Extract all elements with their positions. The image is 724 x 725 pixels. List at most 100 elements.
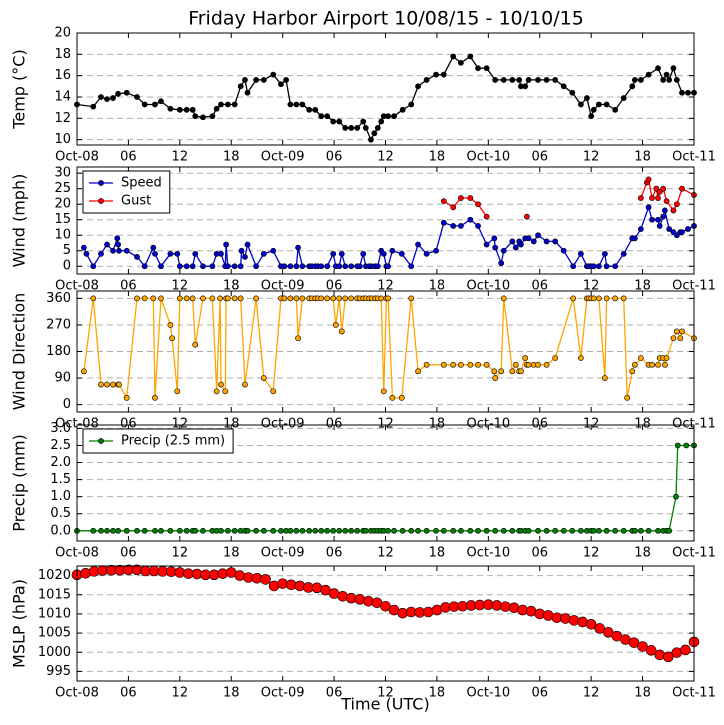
data-point xyxy=(645,527,652,534)
data-point xyxy=(231,295,238,302)
data-point xyxy=(104,381,110,388)
data-point xyxy=(440,361,447,368)
data-point xyxy=(176,106,183,113)
data-point xyxy=(238,247,245,254)
y-tick-label: 15 xyxy=(54,212,71,227)
data-point xyxy=(491,235,498,242)
data-point xyxy=(525,235,532,242)
data-point xyxy=(174,250,181,257)
data-point xyxy=(679,185,685,192)
x-tick-label: 06 xyxy=(326,546,343,561)
data-point xyxy=(330,295,337,302)
data-point xyxy=(500,247,507,254)
data-point xyxy=(440,198,447,205)
data-point xyxy=(200,263,206,270)
data-point xyxy=(467,195,474,201)
data-point xyxy=(270,527,277,534)
data-point xyxy=(385,263,391,270)
data-point xyxy=(324,113,331,120)
data-point xyxy=(645,645,657,656)
data-point xyxy=(98,381,104,388)
data-point xyxy=(158,295,164,302)
data-point xyxy=(242,254,248,260)
data-point xyxy=(423,606,434,618)
data-point xyxy=(637,195,644,201)
y-tick-label: 20 xyxy=(54,197,71,212)
data-point xyxy=(423,77,430,83)
data-point xyxy=(569,527,576,534)
x-tick-label: Oct-10 xyxy=(466,686,510,701)
legend: Speed Gust xyxy=(82,170,171,214)
data-point xyxy=(169,335,176,342)
data-point xyxy=(330,527,337,534)
data-point xyxy=(380,250,387,257)
legend-label: Speed xyxy=(121,176,162,191)
data-point xyxy=(213,388,220,395)
x-tick-label: 06 xyxy=(326,279,343,294)
data-point xyxy=(516,77,523,83)
data-point xyxy=(253,295,260,302)
x-tick-label: 12 xyxy=(377,686,394,701)
data-point xyxy=(483,241,490,248)
data-point xyxy=(525,77,532,83)
data-point xyxy=(116,247,122,254)
data-point xyxy=(90,103,97,110)
data-point xyxy=(189,295,196,302)
data-point xyxy=(654,649,666,661)
data-point xyxy=(192,113,199,120)
data-point xyxy=(423,527,430,534)
data-point xyxy=(523,213,530,220)
data-point xyxy=(583,95,590,101)
data-point xyxy=(123,247,130,254)
data-point xyxy=(385,527,391,534)
data-point xyxy=(295,335,301,342)
data-point xyxy=(660,213,667,220)
y-tick-label: 1015 xyxy=(38,587,71,602)
data-point xyxy=(114,235,121,242)
data-point xyxy=(398,250,405,257)
data-point xyxy=(200,527,206,534)
data-point xyxy=(475,527,481,534)
x-tick-label: 18 xyxy=(634,546,651,561)
data-point xyxy=(389,394,396,401)
data-point xyxy=(492,527,499,534)
legend-label: Gust xyxy=(121,194,151,209)
x-tick-label: Oct-11 xyxy=(672,150,716,165)
data-point xyxy=(637,527,644,534)
data-point xyxy=(299,263,306,270)
data-point xyxy=(183,295,190,302)
data-point xyxy=(362,527,369,534)
axes-frame xyxy=(76,290,695,413)
data-point xyxy=(295,244,301,251)
data-point xyxy=(500,527,507,534)
data-point xyxy=(192,250,199,257)
x-tick-label: Oct-08 xyxy=(55,150,99,165)
legend-marker xyxy=(98,180,104,186)
data-point xyxy=(612,106,619,113)
data-point xyxy=(483,213,490,220)
data-point xyxy=(152,101,158,108)
data-point xyxy=(498,260,505,267)
data-point xyxy=(509,368,516,375)
y-axis-label: Precip (mm) xyxy=(10,434,29,532)
axes-frame xyxy=(76,565,695,682)
data-point xyxy=(174,388,181,395)
data-point xyxy=(224,527,231,534)
data-point xyxy=(631,235,638,242)
data-point xyxy=(110,381,116,388)
data-point xyxy=(141,527,148,534)
data-point xyxy=(231,101,238,108)
data-point xyxy=(467,53,474,60)
x-tick-label: Oct-09 xyxy=(261,546,305,561)
data-point xyxy=(543,238,550,245)
data-point xyxy=(283,77,289,83)
data-point xyxy=(595,101,602,108)
data-point xyxy=(525,361,532,368)
data-point xyxy=(176,527,183,534)
y-axis-label: Wind Direction xyxy=(10,293,29,411)
data-point xyxy=(104,527,110,534)
data-point xyxy=(281,263,288,270)
x-tick-label: 12 xyxy=(583,150,600,165)
data-point xyxy=(299,101,306,108)
data-point xyxy=(360,250,367,257)
